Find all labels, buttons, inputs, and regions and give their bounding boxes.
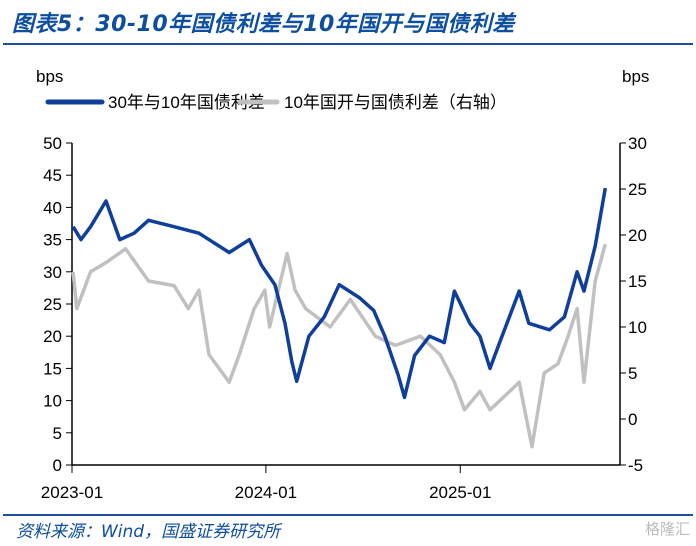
right-tick-label: 10 — [628, 318, 647, 337]
title-divider — [3, 43, 693, 45]
legend-label-0: 30年与10年国债利差 — [108, 93, 265, 112]
left-tick-label: 40 — [43, 198, 62, 217]
chart-title: 图表5：30-10年国债利差与10年国开与国债利差 — [12, 12, 515, 37]
left-tick-label: 15 — [43, 359, 62, 378]
x-tick-label: 2025-01 — [429, 483, 491, 502]
right-tick-label: -5 — [628, 456, 643, 475]
right-tick-label: 25 — [628, 180, 647, 199]
left-tick-label: 45 — [43, 166, 62, 185]
source-divider — [3, 514, 693, 516]
right-tick-label: 20 — [628, 226, 647, 245]
left-tick-label: 25 — [43, 295, 62, 314]
left-tick-label: 30 — [43, 263, 62, 282]
source-note: 资料来源：Wind，国盛证券研究所 — [16, 522, 281, 542]
left-axis-unit: bps — [36, 67, 63, 86]
right-tick-label: 30 — [628, 134, 647, 153]
series-line-30y-10y-spread — [71, 187, 608, 400]
x-tick-label: 2024-01 — [235, 483, 297, 502]
right-tick-label: 0 — [628, 410, 637, 429]
right-tick-label: 15 — [628, 272, 647, 291]
left-tick-label: 0 — [53, 456, 62, 475]
right-tick-label: 5 — [628, 364, 637, 383]
left-tick-label: 50 — [43, 134, 62, 153]
x-tick-label: 2023-01 — [41, 483, 103, 502]
series-line-cdb-govt-spread — [71, 243, 607, 449]
left-tick-label: 20 — [43, 327, 62, 346]
left-tick-label: 35 — [43, 231, 62, 250]
legend-label-1: 10年国开与国债利差（右轴） — [284, 93, 507, 112]
left-tick-label: 5 — [53, 424, 62, 443]
left-tick-label: 10 — [43, 392, 62, 411]
right-axis-unit: bps — [622, 67, 649, 86]
watermark: 格隆汇 — [644, 521, 690, 538]
